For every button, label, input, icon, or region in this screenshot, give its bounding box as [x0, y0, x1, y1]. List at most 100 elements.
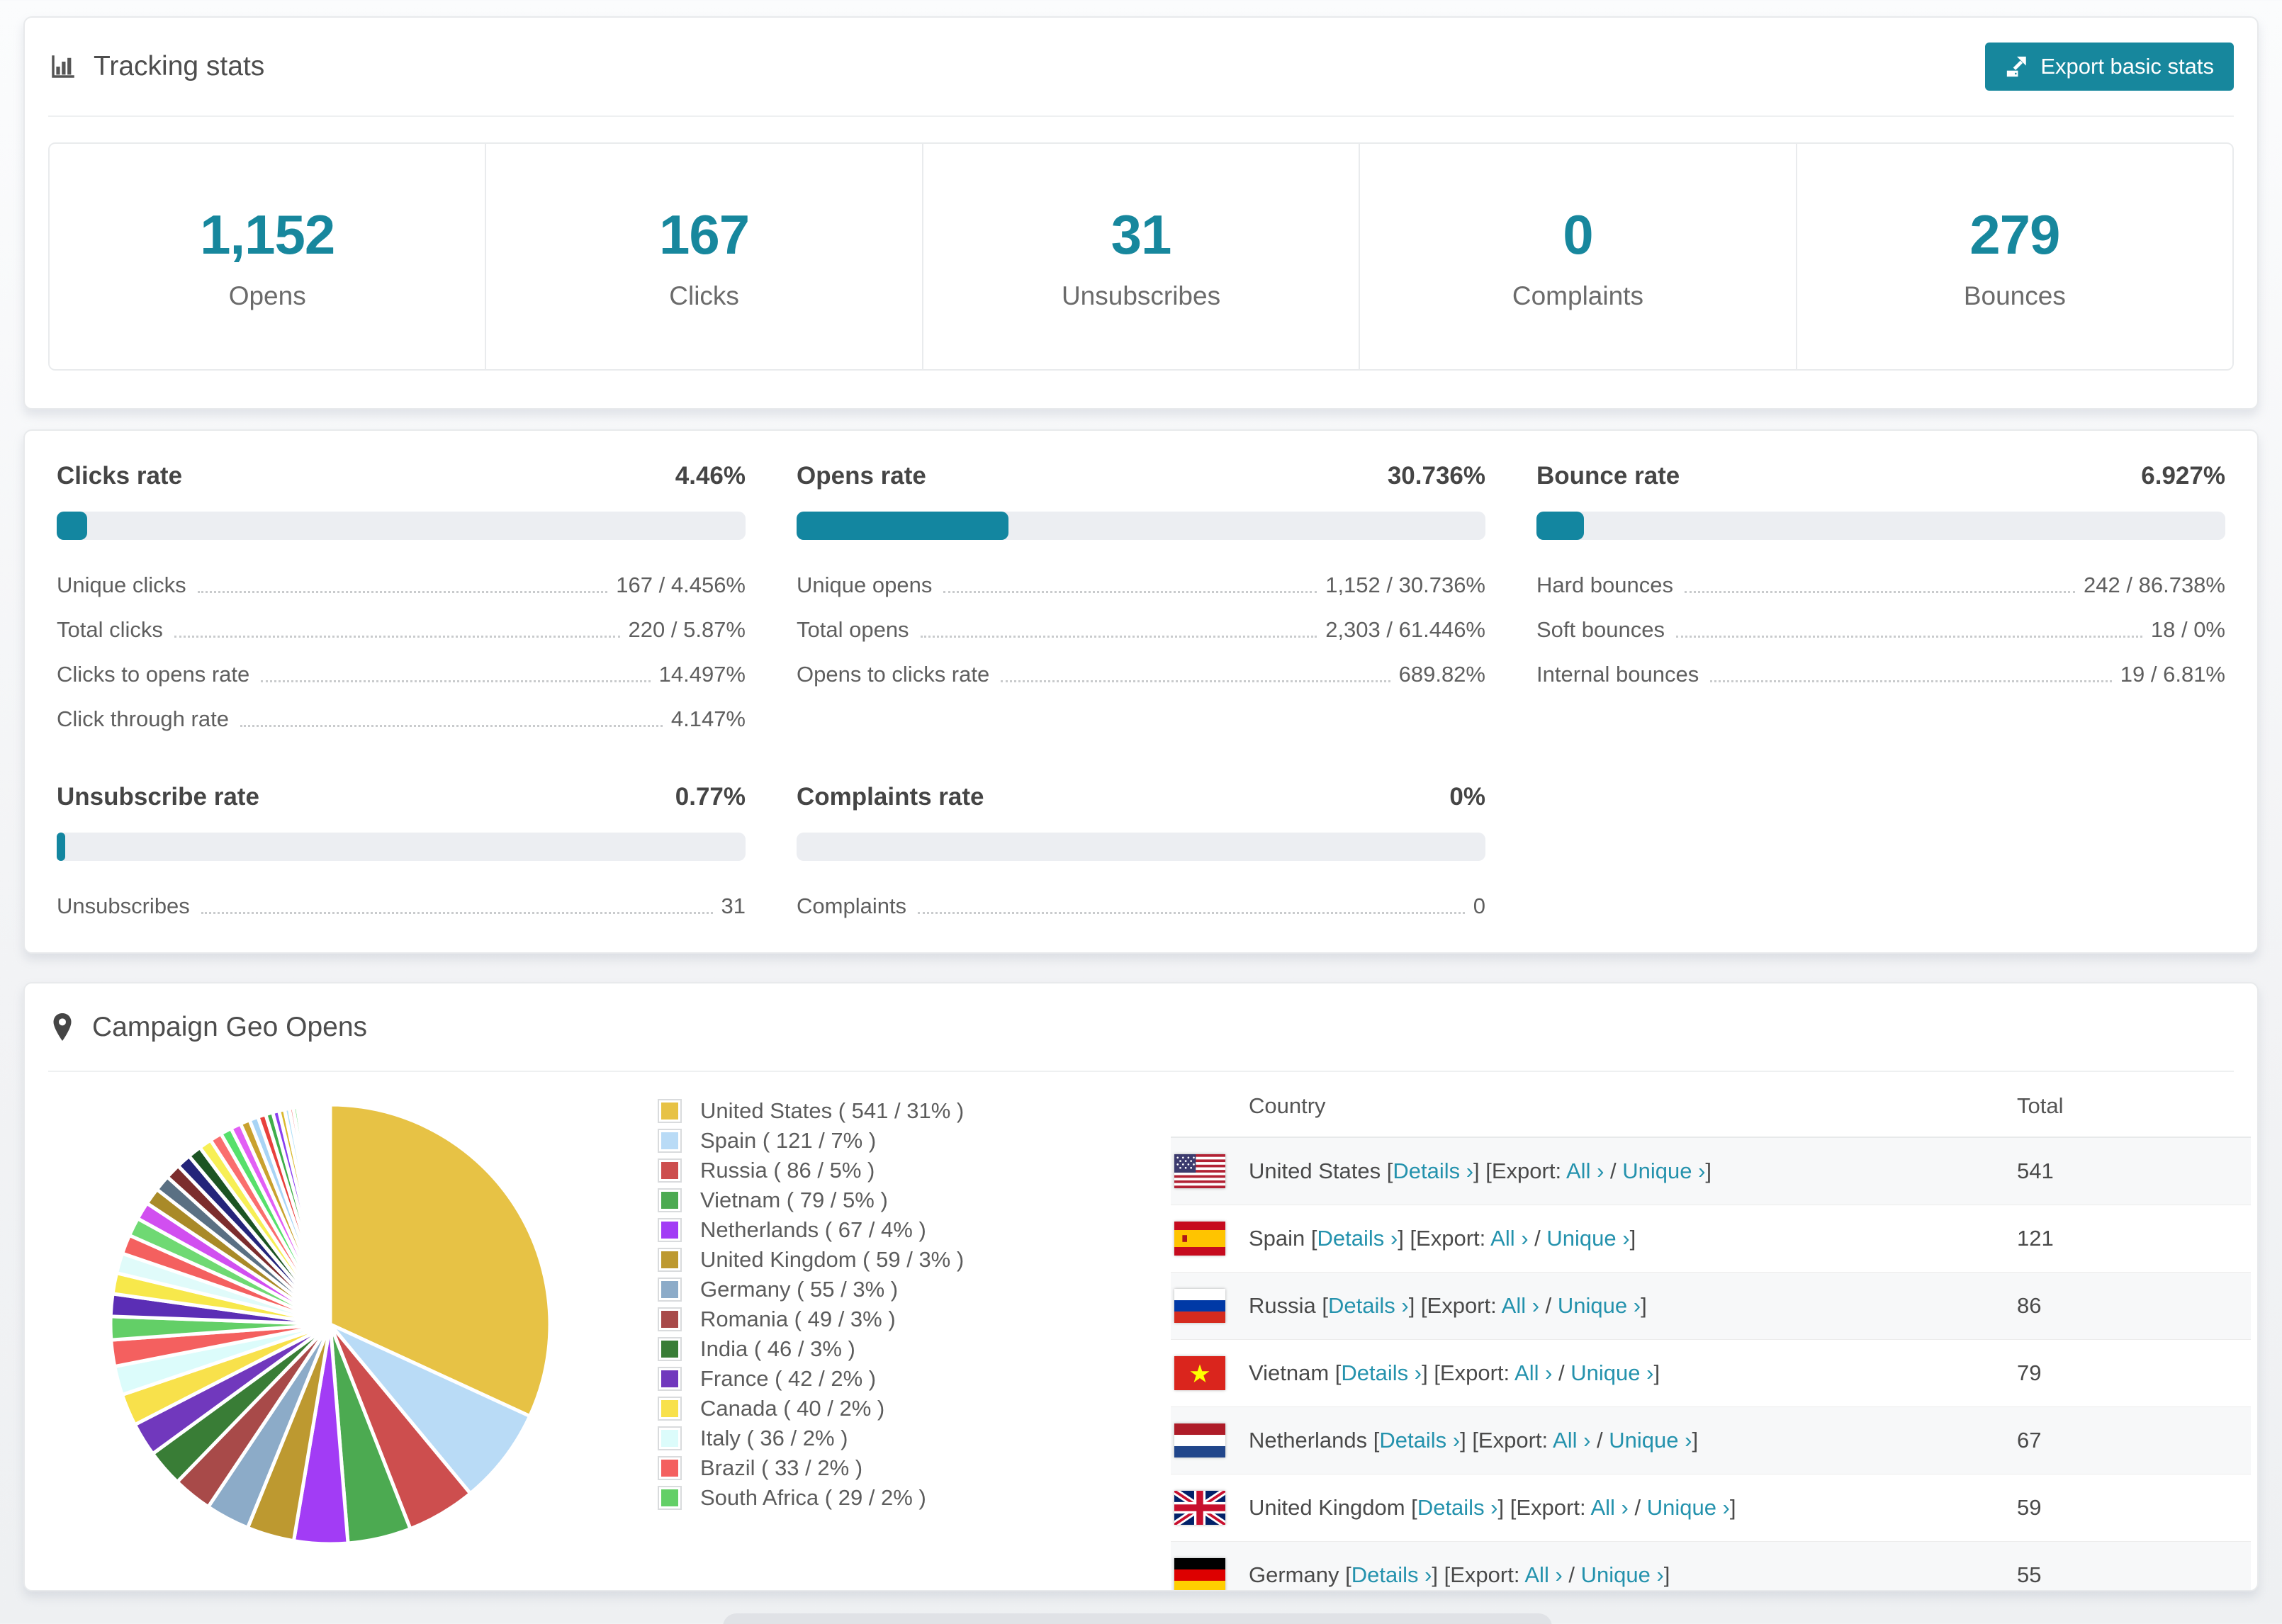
export-all-link[interactable]: All › — [1524, 1562, 1563, 1587]
stat-value: 279 — [1969, 203, 2060, 266]
rate-detail-label: Unique opens — [797, 573, 933, 597]
pie-slice-spain[interactable] — [328, 1322, 532, 1496]
rate-detail-label: Unique clicks — [57, 573, 186, 597]
stat-value: 1,152 — [200, 203, 335, 266]
details-link[interactable]: Details › — [1317, 1226, 1398, 1251]
export-unique-link[interactable]: Unique › — [1546, 1226, 1630, 1251]
legend-item-italy[interactable]: Italy ( 36 / 2% ) — [658, 1423, 1005, 1453]
geo-pie-chart — [48, 1072, 587, 1551]
details-link[interactable]: Details › — [1417, 1495, 1498, 1520]
country-total: 541 — [2017, 1137, 2251, 1205]
details-link[interactable]: Details › — [1351, 1562, 1432, 1587]
export-all-link[interactable]: All › — [1553, 1428, 1591, 1453]
legend-item-romania[interactable]: Romania ( 49 / 3% ) — [658, 1304, 1005, 1334]
export-basic-stats-button[interactable]: Export basic stats — [1985, 43, 2234, 91]
rate-value: 4.46% — [675, 462, 746, 490]
geo-title: Campaign Geo Opens — [92, 1011, 368, 1042]
rate-detail-value: 19 / 6.81% — [2120, 662, 2225, 687]
legend-item-united-kingdom[interactable]: United Kingdom ( 59 / 3% ) — [658, 1245, 1005, 1275]
export-unique-link[interactable]: Unique › — [1646, 1495, 1730, 1520]
rate-detail-row: Hard bounces 242 / 86.738% — [1536, 573, 2225, 598]
legend-item-vietnam[interactable]: Vietnam ( 79 / 5% ) — [658, 1185, 1005, 1215]
export-button-label: Export basic stats — [2040, 54, 2214, 79]
legend-item-south-africa[interactable]: South Africa ( 29 / 2% ) — [658, 1483, 1005, 1513]
leader-dots — [1710, 680, 2112, 682]
country-links: United Kingdom [Details ›] [Export: All … — [1249, 1495, 1736, 1520]
legend-item-india[interactable]: India ( 46 / 3% ) — [658, 1334, 1005, 1364]
rate-title: Bounce rate — [1536, 462, 1680, 490]
legend-item-france[interactable]: France ( 42 / 2% ) — [658, 1364, 1005, 1394]
rate-detail-row: Unique opens 1,152 / 30.736% — [797, 573, 1485, 598]
geo-table-header-country: Country — [1171, 1075, 2017, 1138]
legend-item-germany[interactable]: Germany ( 55 / 3% ) — [658, 1275, 1005, 1304]
leader-dots — [943, 591, 1317, 593]
legend-item-brazil[interactable]: Brazil ( 33 / 2% ) — [658, 1453, 1005, 1483]
export-unique-link[interactable]: Unique › — [1557, 1293, 1641, 1318]
legend-item-canada[interactable]: Canada ( 40 / 2% ) — [658, 1394, 1005, 1423]
table-row-us: United States [Details ›] [Export: All ›… — [1171, 1137, 2251, 1205]
tracking-stats-header: Tracking stats Export basic stats — [48, 18, 2234, 117]
rates-card: Clicks rate 4.46% Unique clicks 167 / 4.456… — [23, 429, 2259, 954]
leader-dots — [201, 912, 713, 914]
country-total: 55 — [2017, 1541, 2251, 1590]
table-row-vn: Vietnam [Details ›] [Export: All › / Uni… — [1171, 1339, 2251, 1407]
legend-label: Vietnam ( 79 / 5% ) — [700, 1188, 888, 1212]
geo-table-wrap: Country Total United States [Details ›] … — [1171, 1075, 2251, 1590]
rate-detail-label: Complaints — [797, 893, 907, 918]
leader-dots — [1675, 636, 2142, 638]
export-unique-link[interactable]: Unique › — [1609, 1428, 1692, 1453]
country-links: Netherlands [Details ›] [Export: All › /… — [1249, 1428, 1699, 1453]
details-link[interactable]: Details › — [1379, 1428, 1461, 1453]
leader-dots — [174, 636, 620, 638]
flag-icon-de — [1174, 1558, 1225, 1590]
rate-block-opens-rate: Opens rate 30.736% Unique opens 1,152 / 30.… — [797, 462, 1485, 732]
stat-label: Complaints — [1512, 281, 1643, 310]
rate-detail-row: Total opens 2,303 / 61.446% — [797, 617, 1485, 643]
country-total: 67 — [2017, 1406, 2251, 1474]
rate-detail-label: Click through rate — [57, 706, 229, 731]
export-all-link[interactable]: All › — [1566, 1158, 1604, 1183]
rate-detail-value: 18 / 0% — [2150, 617, 2225, 642]
rate-detail-label: Clicks to opens rate — [57, 662, 250, 687]
legend-item-united-states[interactable]: United States ( 541 / 31% ) — [658, 1096, 1005, 1126]
rate-detail-label: Unsubscribes — [57, 893, 190, 918]
stat-tile-unsubscribes: 31 Unsubscribes — [923, 144, 1361, 369]
rate-detail-value: 14.497% — [658, 662, 746, 687]
stat-label: Clicks — [669, 281, 739, 310]
legend-item-netherlands[interactable]: Netherlands ( 67 / 4% ) — [658, 1215, 1005, 1245]
export-all-link[interactable]: All › — [1590, 1495, 1629, 1520]
legend-item-russia[interactable]: Russia ( 86 / 5% ) — [658, 1156, 1005, 1185]
rate-detail-row: Internal bounces 19 / 6.81% — [1536, 662, 2225, 687]
country-total: 79 — [2017, 1339, 2251, 1407]
rate-detail-label: Opens to clicks rate — [797, 662, 990, 687]
details-link[interactable]: Details › — [1327, 1293, 1409, 1318]
rate-progress-bar — [57, 512, 746, 540]
horizontal-scrollbar[interactable] — [723, 1613, 1552, 1624]
details-link[interactable]: Details › — [1341, 1360, 1422, 1385]
export-all-link[interactable]: All › — [1514, 1360, 1553, 1385]
rate-title: Complaints rate — [797, 783, 984, 811]
export-all-link[interactable]: All › — [1501, 1293, 1540, 1318]
export-all-link[interactable]: All › — [1490, 1226, 1529, 1251]
legend-label: Canada ( 40 / 2% ) — [700, 1396, 885, 1421]
export-unique-link[interactable]: Unique › — [1570, 1360, 1654, 1385]
export-unique-link[interactable]: Unique › — [1580, 1562, 1664, 1587]
country-links: Russia [Details ›] [Export: All › / Uniq… — [1249, 1293, 1647, 1318]
stat-label: Opens — [228, 281, 306, 310]
rate-detail-value: 31 — [721, 893, 746, 918]
legend-item-spain[interactable]: Spain ( 121 / 7% ) — [658, 1126, 1005, 1156]
export-unique-link[interactable]: Unique › — [1622, 1158, 1706, 1183]
rate-detail-value: 689.82% — [1398, 662, 1485, 687]
pie-slice-united-states[interactable] — [328, 1103, 552, 1419]
table-row-de: Germany [Details ›] [Export: All › / Uni… — [1171, 1541, 2251, 1590]
legend-label: Netherlands ( 67 / 4% ) — [700, 1217, 926, 1242]
country-total: 121 — [2017, 1205, 2251, 1273]
rate-detail-label: Hard bounces — [1536, 573, 1674, 597]
map-pin-icon — [53, 1013, 72, 1041]
rates-grid: Clicks rate 4.46% Unique clicks 167 / 4.456… — [57, 462, 2225, 919]
details-link[interactable]: Details › — [1393, 1158, 1474, 1183]
country-total: 59 — [2017, 1474, 2251, 1542]
flag-icon-nl — [1174, 1423, 1225, 1457]
bar-chart-icon — [52, 55, 74, 78]
legend-label: Russia ( 86 / 5% ) — [700, 1158, 875, 1183]
